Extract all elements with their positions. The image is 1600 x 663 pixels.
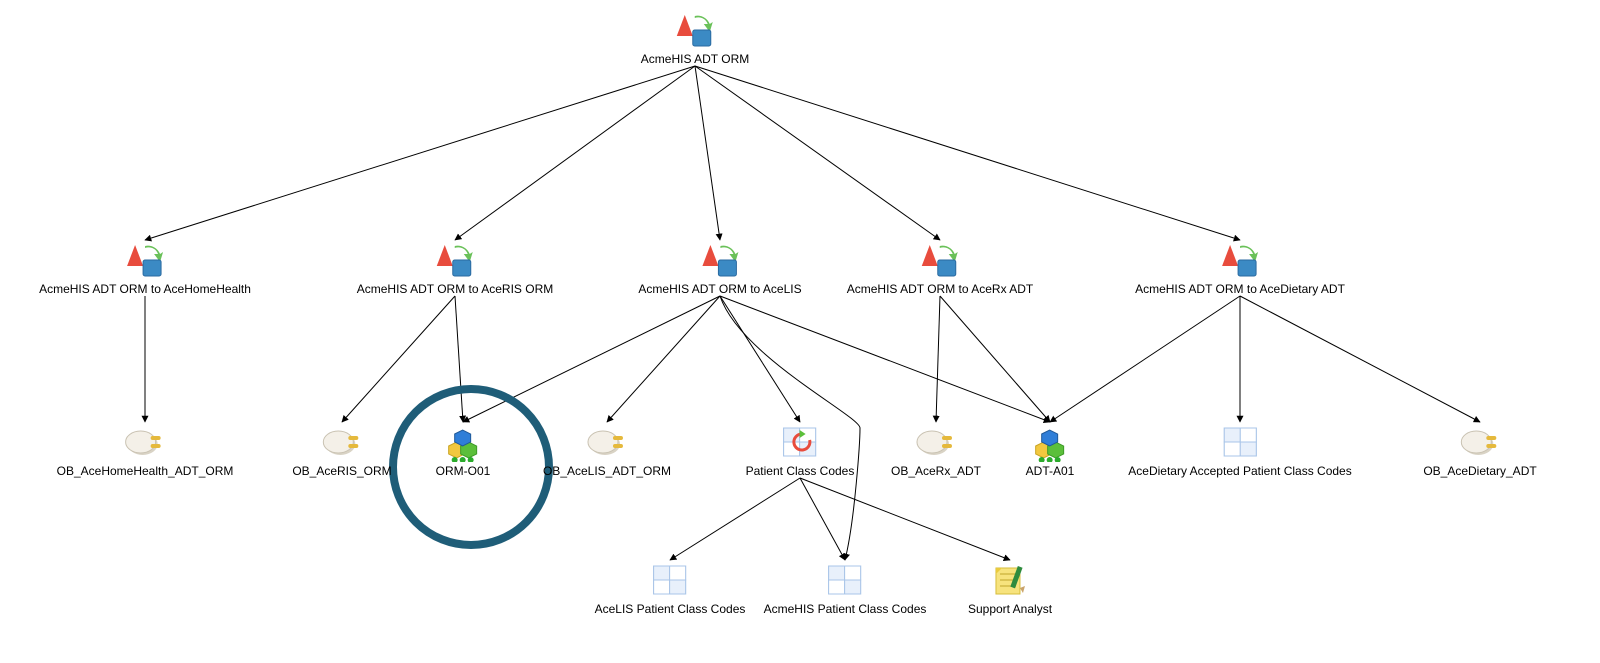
node-label: OB_AceRx_ADT — [891, 464, 981, 478]
node-ob-rx[interactable]: OB_AceRx_ADT — [891, 422, 981, 478]
node-orm-o01[interactable]: ORM-O01 — [436, 422, 491, 478]
transform-icon — [435, 240, 475, 280]
node-label: AcmeHIS ADT ORM to AceDietary ADT — [1135, 282, 1345, 296]
transform-icon — [125, 240, 165, 280]
node-acelis[interactable]: AcmeHIS ADT ORM to AceLIS — [638, 240, 801, 296]
node-label: AcmeHIS ADT ORM — [641, 52, 749, 66]
node-label: OB_AceHomeHealth_ADT_ORM — [57, 464, 234, 478]
node-ob-ris[interactable]: OB_AceRIS_ORM — [292, 422, 391, 478]
node-acedietary[interactable]: AcmeHIS ADT ORM to AceDietary ADT — [1135, 240, 1345, 296]
node-label: OB_AceLIS_ADT_ORM — [543, 464, 671, 478]
node-acerx[interactable]: AcmeHIS ADT ORM to AceRx ADT — [847, 240, 1034, 296]
node-label: AcmeHIS ADT ORM to AceLIS — [638, 282, 801, 296]
node-root[interactable]: AcmeHIS ADT ORM — [641, 10, 749, 66]
plug-icon — [125, 422, 165, 462]
node-ob-dietary[interactable]: OB_AceDietary_ADT — [1423, 422, 1536, 478]
grid-icon — [825, 560, 865, 600]
transform-icon — [920, 240, 960, 280]
node-adt-a01[interactable]: ADT-A01 — [1026, 422, 1075, 478]
node-label: ORM-O01 — [436, 464, 491, 478]
transform-icon — [675, 10, 715, 50]
node-label: Patient Class Codes — [746, 464, 855, 478]
cube-icon — [1030, 422, 1070, 462]
grid-icon — [1220, 422, 1260, 462]
plug-icon — [587, 422, 627, 462]
note-icon — [990, 560, 1030, 600]
gridcycle-icon — [780, 422, 820, 462]
transform-icon — [1220, 240, 1260, 280]
node-support-analyst[interactable]: Support Analyst — [968, 560, 1052, 616]
transform-icon — [700, 240, 740, 280]
node-ob-lis[interactable]: OB_AceLIS_ADT_ORM — [543, 422, 671, 478]
node-label: Support Analyst — [968, 602, 1052, 616]
node-acehomehealth[interactable]: AcmeHIS ADT ORM to AceHomeHealth — [39, 240, 251, 296]
node-dietary-pcc[interactable]: AceDietary Accepted Patient Class Codes — [1128, 422, 1351, 478]
node-label: OB_AceDietary_ADT — [1423, 464, 1536, 478]
node-label: AceLIS Patient Class Codes — [595, 602, 746, 616]
node-label: AcmeHIS ADT ORM to AceRx ADT — [847, 282, 1034, 296]
node-label: ADT-A01 — [1026, 464, 1075, 478]
node-label: AceDietary Accepted Patient Class Codes — [1128, 464, 1351, 478]
node-ob-home[interactable]: OB_AceHomeHealth_ADT_ORM — [57, 422, 234, 478]
node-aceris[interactable]: AcmeHIS ADT ORM to AceRIS ORM — [357, 240, 554, 296]
node-acelis-pcc[interactable]: AceLIS Patient Class Codes — [595, 560, 746, 616]
node-label: AcmeHIS Patient Class Codes — [764, 602, 927, 616]
node-acmehis-pcc[interactable]: AcmeHIS Patient Class Codes — [764, 560, 927, 616]
node-label: OB_AceRIS_ORM — [292, 464, 391, 478]
plug-icon — [916, 422, 956, 462]
grid-icon — [650, 560, 690, 600]
diagram-canvas: AcmeHIS ADT ORM AcmeHIS ADT ORM to AceHo… — [0, 0, 1600, 663]
node-label: AcmeHIS ADT ORM to AceRIS ORM — [357, 282, 554, 296]
plug-icon — [1460, 422, 1500, 462]
node-patient-class-codes[interactable]: Patient Class Codes — [746, 422, 855, 478]
node-label: AcmeHIS ADT ORM to AceHomeHealth — [39, 282, 251, 296]
plug-icon — [322, 422, 362, 462]
cube-icon — [443, 422, 483, 462]
